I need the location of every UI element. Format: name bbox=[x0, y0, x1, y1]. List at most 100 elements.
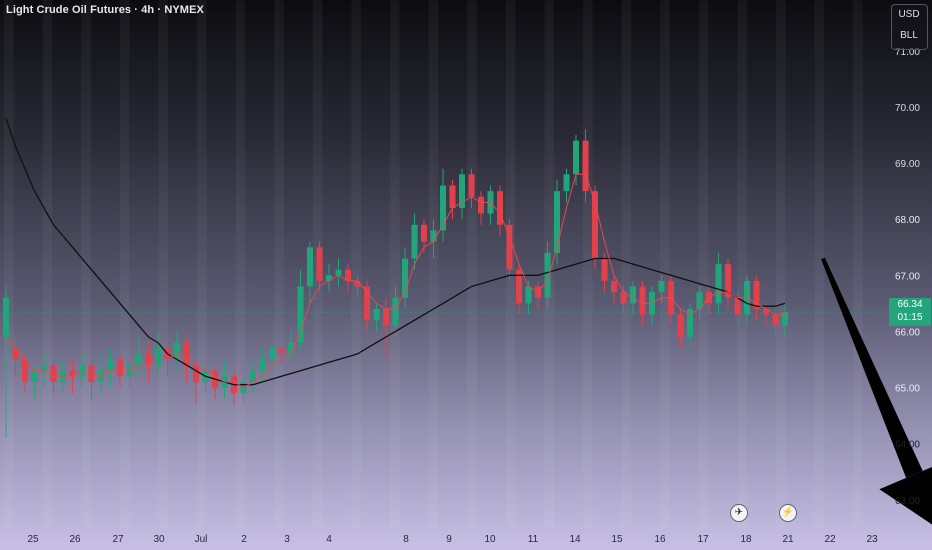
candle-body bbox=[544, 252, 551, 298]
candle-body bbox=[658, 280, 665, 293]
candle-body bbox=[715, 264, 722, 304]
last-price: 66.34 bbox=[897, 299, 923, 310]
bar-countdown: 01:15 bbox=[897, 312, 923, 323]
candle-body bbox=[174, 342, 180, 360]
session-band bbox=[737, 0, 747, 528]
candle-body bbox=[88, 365, 95, 382]
candle-body bbox=[193, 365, 199, 382]
time-tick-label: 4 bbox=[326, 534, 332, 545]
airplane-icon[interactable]: ✈ bbox=[730, 504, 748, 522]
price-tick-label: 68.00 bbox=[895, 215, 920, 226]
time-tick-label: 9 bbox=[446, 534, 452, 545]
session-band bbox=[119, 0, 130, 528]
fast-moving-average-line bbox=[5, 173, 785, 389]
candle-body bbox=[183, 342, 190, 366]
session-band bbox=[698, 0, 709, 528]
lightning-icon[interactable]: ⚡ bbox=[779, 504, 797, 522]
candle-body bbox=[620, 292, 627, 304]
chart-title: Light Crude Oil Futures · 4h · NYMEX bbox=[6, 4, 204, 16]
candle-body bbox=[763, 308, 769, 315]
currency-button[interactable]: USD bbox=[898, 9, 920, 20]
session-bands bbox=[4, 0, 863, 528]
price-tick-label: 69.00 bbox=[895, 159, 920, 170]
candle-body bbox=[516, 269, 522, 304]
price-axis: 71.00 70.00 69.00 68.00 67.00 66.00 65.00 64.00… bbox=[895, 47, 920, 507]
candle-body bbox=[69, 370, 76, 377]
time-tick-label: 26 bbox=[69, 534, 81, 545]
price-tick-label: 64.00 bbox=[895, 440, 920, 451]
candle-body bbox=[772, 314, 779, 326]
time-tick-label: 10 bbox=[484, 534, 496, 545]
session-band bbox=[274, 0, 284, 528]
candle-body bbox=[677, 314, 684, 338]
candle-body bbox=[155, 348, 161, 366]
unit-button[interactable]: BLL bbox=[900, 30, 918, 41]
time-tick-label: 21 bbox=[782, 534, 794, 545]
candle-body bbox=[611, 280, 617, 293]
candle-body bbox=[3, 297, 9, 338]
candle-body bbox=[725, 264, 731, 298]
price-tick-label: 70.00 bbox=[895, 103, 920, 114]
candle-body bbox=[288, 342, 294, 354]
forecast-arrow bbox=[821, 257, 932, 525]
candle-body bbox=[250, 370, 256, 382]
candle-body bbox=[601, 258, 608, 281]
candle-body bbox=[41, 365, 47, 371]
forecast-arrow-head bbox=[879, 466, 932, 525]
candle-body bbox=[373, 308, 380, 321]
candle-body bbox=[364, 286, 370, 321]
session-band bbox=[776, 0, 786, 528]
session-band bbox=[351, 0, 361, 528]
candle-body bbox=[782, 312, 788, 326]
session-band bbox=[660, 0, 670, 528]
candle-body bbox=[259, 359, 266, 371]
candle-body bbox=[478, 196, 484, 214]
candle-body bbox=[297, 286, 304, 343]
time-tick-label: 22 bbox=[824, 534, 836, 545]
slow-moving-average-line bbox=[5, 117, 786, 386]
scale-selector[interactable] bbox=[891, 4, 928, 50]
candle-body bbox=[145, 353, 152, 366]
time-tick-label: 11 bbox=[528, 534, 539, 545]
candle-body bbox=[31, 370, 38, 382]
candle-body bbox=[753, 280, 760, 309]
price-tick-label: 71.00 bbox=[895, 47, 920, 58]
session-band bbox=[853, 0, 863, 528]
candle-body bbox=[345, 269, 351, 281]
candle-body bbox=[307, 247, 313, 287]
candle-body bbox=[269, 348, 275, 360]
candle-body bbox=[696, 292, 703, 309]
session-band bbox=[467, 0, 477, 528]
time-tick-label: 30 bbox=[153, 534, 165, 545]
session-band bbox=[814, 0, 825, 528]
candle-body bbox=[335, 269, 342, 276]
time-tick-label: 3 bbox=[284, 534, 290, 545]
session-band bbox=[621, 0, 632, 528]
candle-body bbox=[582, 140, 589, 192]
time-tick-label: 8 bbox=[403, 534, 409, 545]
forecast-arrow-shaft bbox=[821, 257, 923, 478]
time-tick-label: 2 bbox=[241, 534, 247, 545]
candle-body bbox=[440, 185, 446, 231]
time-tick-label: 23 bbox=[866, 534, 878, 545]
time-tick-label: 25 bbox=[27, 534, 39, 545]
candle-body bbox=[687, 308, 693, 338]
session-band bbox=[583, 0, 593, 528]
time-tick-label: 18 bbox=[740, 534, 752, 545]
price-tick-label: 66.00 bbox=[895, 327, 920, 338]
time-tick-label: 16 bbox=[654, 534, 666, 545]
candle-body bbox=[402, 258, 408, 298]
candle-body bbox=[430, 230, 437, 242]
candle-body bbox=[136, 353, 142, 366]
candle-body bbox=[468, 174, 475, 197]
time-axis: 25 26 27 30 Jul 2 3 4 8 9 10 11 14 15 16 17 18 21 22 23 bbox=[27, 534, 878, 545]
session-band bbox=[158, 0, 168, 528]
candle-body bbox=[50, 365, 57, 382]
candle-body bbox=[12, 348, 19, 360]
candle-body bbox=[554, 191, 560, 253]
candle-body bbox=[278, 348, 285, 354]
candle-body bbox=[383, 308, 389, 326]
last-price-tag: 66.34 01:15 bbox=[889, 298, 931, 326]
candle-body bbox=[117, 359, 123, 377]
